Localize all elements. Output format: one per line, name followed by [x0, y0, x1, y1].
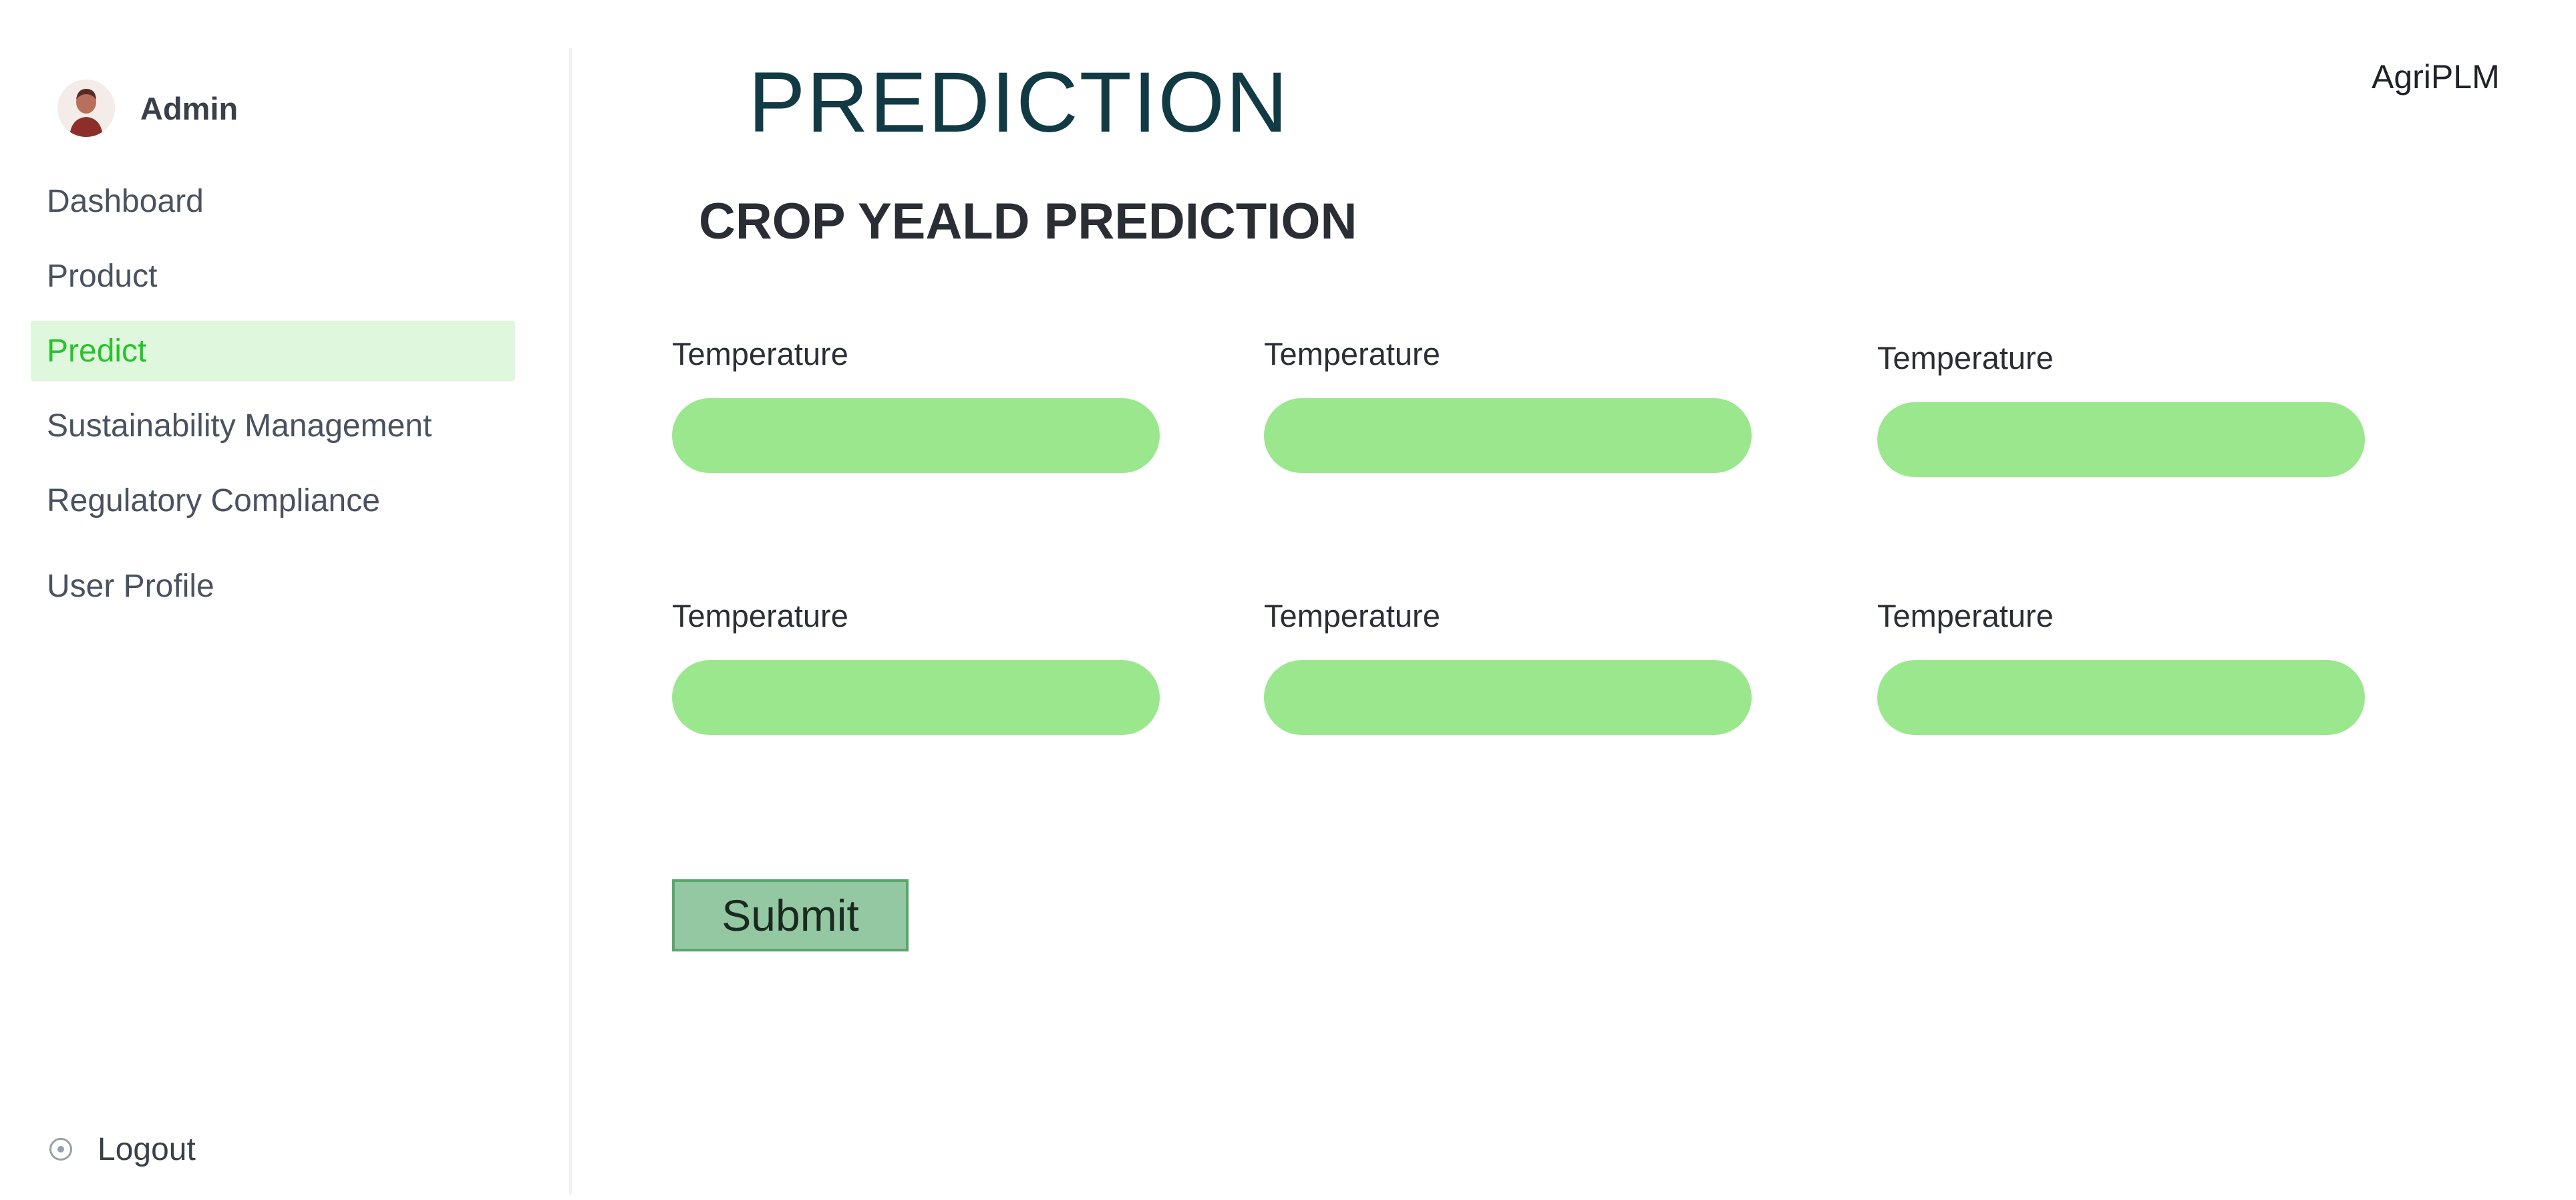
logout-icon: [49, 1138, 72, 1161]
user-block[interactable]: Admin: [57, 79, 238, 138]
temperature-input[interactable]: [1877, 402, 2365, 477]
sidebar-item-product[interactable]: Product: [47, 258, 158, 294]
field-label: Temperature: [672, 336, 848, 371]
field-label: Temperature: [1877, 340, 2054, 376]
temperature-input[interactable]: [1264, 660, 1752, 735]
avatar-icon: [57, 80, 115, 137]
form-field: Temperature: [1877, 338, 2365, 477]
sidebar-divider: [569, 48, 572, 1195]
form-field: Temperature: [1264, 596, 1752, 735]
logout-label: Logout: [98, 1131, 196, 1167]
form-field: Temperature: [1877, 596, 2365, 735]
section-title: CROP YEALD PREDICTION: [699, 193, 1357, 250]
logout-button[interactable]: Logout: [49, 1125, 196, 1173]
form-field: Temperature: [1264, 334, 1752, 473]
sidebar-item-regulatory-compliance[interactable]: Regulatory Compliance: [47, 482, 380, 518]
submit-button[interactable]: Submit: [672, 879, 909, 951]
sidebar-item-sustainability-management[interactable]: Sustainability Management: [47, 408, 432, 444]
temperature-input[interactable]: [672, 660, 1160, 735]
brand-name[interactable]: AgriPLM: [2372, 58, 2500, 96]
field-label: Temperature: [1877, 598, 2054, 633]
form-field: Temperature: [672, 334, 1160, 473]
sidebar-item-dashboard[interactable]: Dashboard: [47, 183, 204, 219]
form-field: Temperature: [672, 596, 1160, 735]
sidebar-item-predict[interactable]: Predict: [31, 321, 515, 381]
temperature-input[interactable]: [1264, 398, 1752, 473]
sidebar: Admin Dashboard Product Predict Sustaina…: [0, 0, 572, 1200]
user-name: Admin: [140, 90, 238, 126]
sidebar-item-user-profile[interactable]: User Profile: [47, 568, 214, 604]
page-title: PREDICTION: [748, 55, 1289, 150]
temperature-input[interactable]: [1877, 660, 2365, 735]
field-label: Temperature: [672, 598, 848, 633]
field-label: Temperature: [1264, 336, 1440, 371]
field-label: Temperature: [1264, 598, 1440, 633]
avatar[interactable]: [57, 80, 115, 137]
temperature-input[interactable]: [672, 398, 1160, 473]
